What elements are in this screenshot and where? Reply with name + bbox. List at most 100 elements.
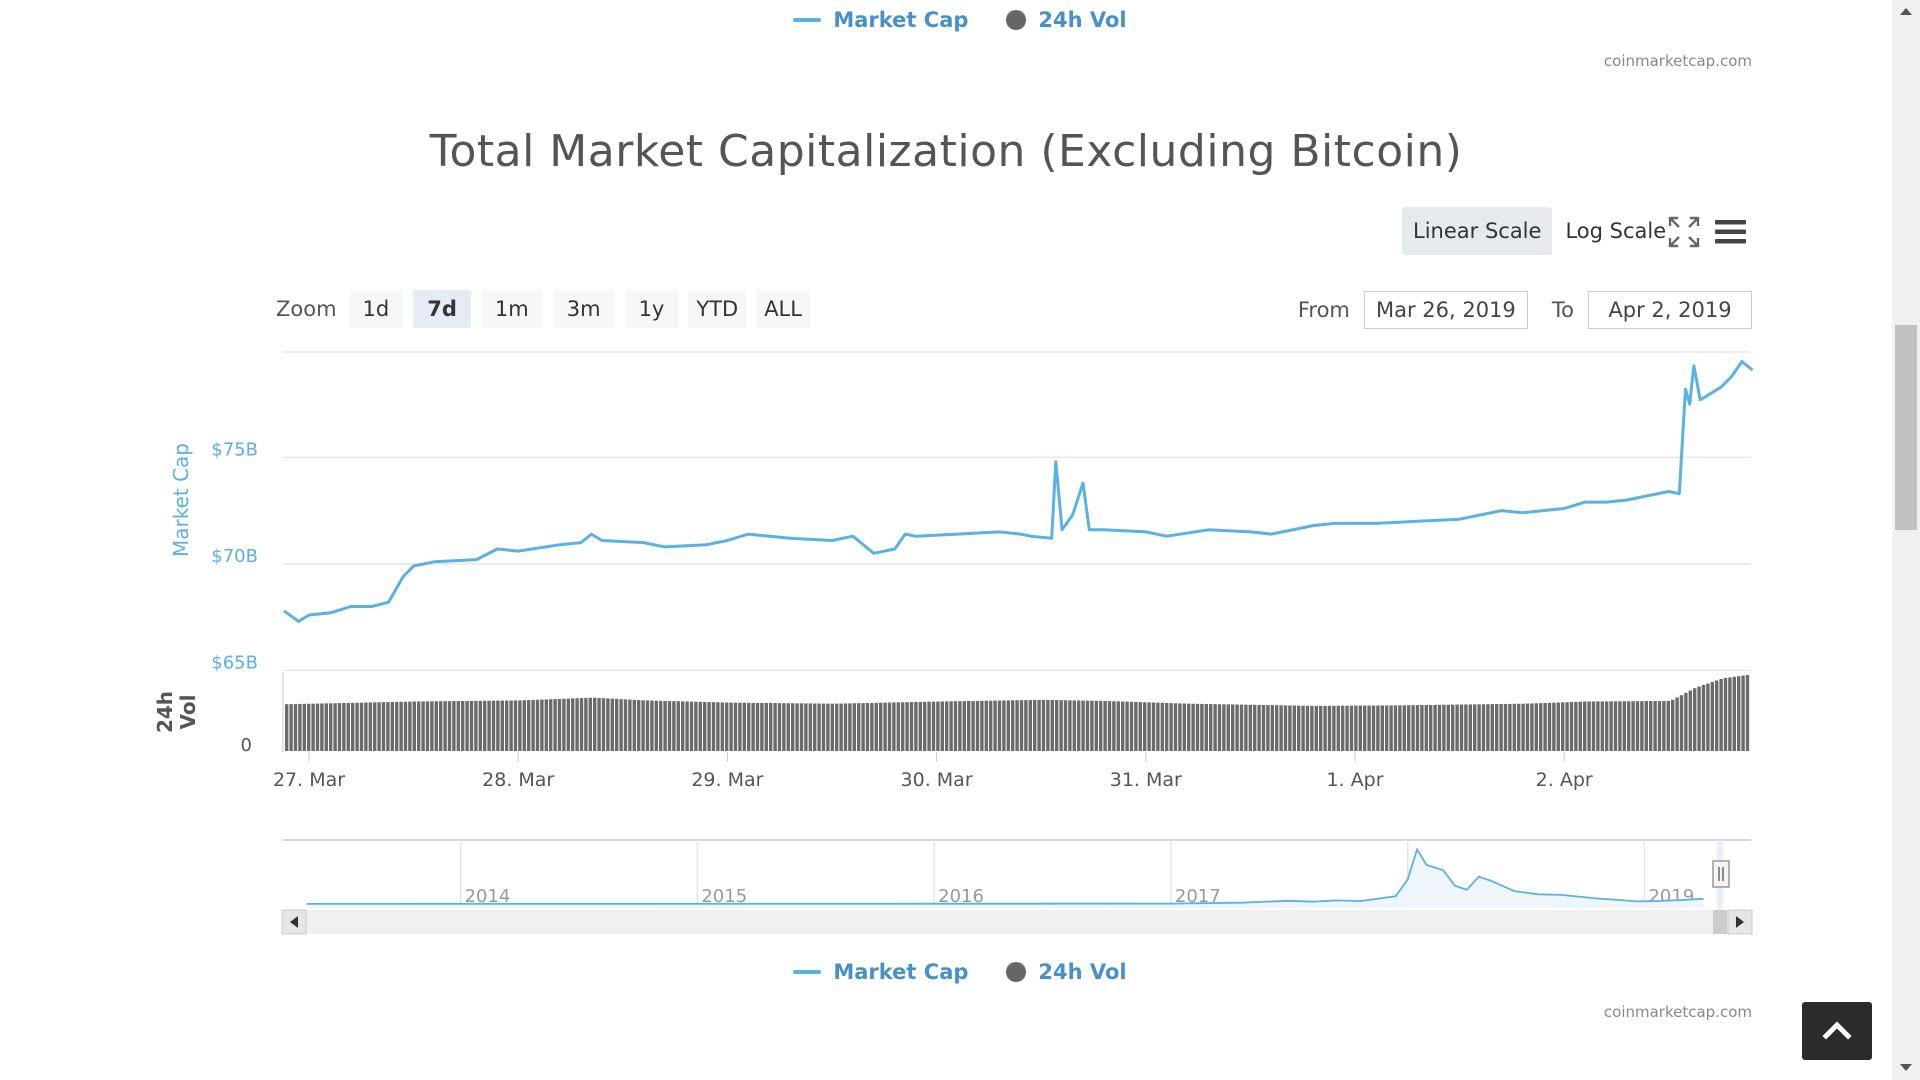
volume-bar [623,699,628,751]
volume-dot-symbol [1006,962,1027,982]
legend-item-volume[interactable]: 24h Vol [1006,8,1127,32]
zoom-button-ytd[interactable]: YTD [688,290,747,328]
market-cap-line-symbol [793,970,822,974]
volume-bar [315,703,320,751]
navigator-scrollbar-track[interactable] [282,910,1752,934]
volume-bar [909,702,914,751]
volume-bar [346,702,350,751]
scroll-down-arrow-icon[interactable] [1900,1064,1912,1071]
volume-bar [434,701,438,751]
volume-bar [901,702,905,751]
volume-bar [905,702,909,751]
volume-bar [1380,705,1384,751]
zoom-button-3m[interactable]: 3m [552,290,615,328]
scroll-left-button[interactable] [281,909,307,935]
page-scrollbar[interactable] [1892,0,1920,1080]
volume-bar [557,698,562,751]
volume-bar [399,701,403,751]
navigator-line [306,847,1704,905]
volume-bar [826,703,830,751]
volume-bar [764,702,768,751]
legend-item-market-cap[interactable]: Market Cap [793,8,968,32]
navigator-handle[interactable] [1712,860,1730,888]
volume-bar [351,702,355,751]
linear-scale-button[interactable]: Linear Scale [1402,207,1553,255]
volume-bar [1371,705,1376,751]
volume-bar [425,701,430,751]
volume-bar [1693,688,1697,751]
market-cap-line-symbol [793,18,822,22]
volume-bar [804,703,808,751]
volume-bar [1173,703,1178,751]
back-to-top-button[interactable] [1802,1002,1872,1060]
volume-bar [1358,705,1362,751]
volume-bar [1266,705,1270,751]
volume-bar [747,702,751,751]
legend-item-market-cap-bottom[interactable]: Market Cap [793,960,968,984]
volume-bar [1367,705,1371,751]
volume-bar [703,701,707,751]
volume-axis-title: 24hVol [153,691,200,733]
zoom-button-7d[interactable]: 7d [413,290,471,328]
volume-bar [1701,685,1706,751]
y-tick-label: $70B [211,546,258,567]
volume-bar [659,700,663,751]
volume-bar [645,700,650,751]
volume-bar [588,697,592,751]
volume-bar [1116,701,1120,751]
volume-bar [1217,704,1222,751]
zoom-button-1d[interactable]: 1d [348,290,404,328]
volume-bar [1675,697,1679,751]
volume-bar [1662,700,1666,751]
page-scrollbar-thumb[interactable] [1895,325,1917,530]
volume-bar [1107,701,1112,751]
zoom-button-all[interactable]: ALL [756,290,810,328]
volume-bar [1275,705,1279,751]
volume-bar [1125,701,1129,751]
volume-bar [1077,700,1081,751]
volume-bar [562,698,566,751]
fullscreen-icon[interactable] [1666,214,1702,250]
volume-bar [1046,699,1050,751]
menu-icon[interactable] [1713,214,1749,250]
legend-item-volume-bottom[interactable]: 24h Vol [1006,960,1127,984]
volume-bar [1710,682,1714,751]
volume-dot-symbol [1006,10,1027,30]
volume-bar [1336,705,1340,751]
volume-bar [1688,690,1692,751]
x-tick-label: 29. Mar [691,769,763,791]
volume-bar [1349,705,1354,751]
volume-bar [452,701,456,751]
volume-bar [1649,701,1653,751]
zoom-button-1y[interactable]: 1y [624,290,679,328]
volume-bar [430,701,434,751]
from-date-input[interactable] [1363,291,1528,329]
credit-link[interactable]: coinmarketcap.com [1603,52,1752,70]
volume-bar [923,701,927,751]
volume-bar [980,700,984,751]
navigator-tick-label: 2016 [938,886,984,907]
volume-bar [1719,678,1723,751]
volume-bar [1182,703,1186,751]
log-scale-button[interactable]: Log Scale [1565,219,1667,243]
x-tick-label: 1. Apr [1326,769,1383,791]
volume-bar [751,702,755,751]
scroll-up-arrow-icon[interactable] [1900,8,1912,15]
credit-link-bottom[interactable]: coinmarketcap.com [1603,1003,1752,1021]
volume-bar [302,703,306,751]
volume-bar [1015,700,1019,751]
scroll-right-button[interactable] [1727,909,1753,935]
volume-bar [1068,700,1072,751]
volume-bar [293,704,298,751]
volume-bar [795,703,799,751]
volume-bar [1235,704,1239,751]
volume-bar [1389,705,1393,751]
volume-bar [927,701,931,751]
volume-bar [817,703,821,751]
zoom-button-1m[interactable]: 1m [480,290,543,328]
volume-bar [694,701,698,751]
volume-bar [1253,704,1257,751]
scale-toggle: Linear Scale Log Scale [1402,207,1677,255]
to-date-input[interactable] [1588,291,1752,329]
navigator-scrollbar-thumb[interactable] [1713,910,1727,934]
